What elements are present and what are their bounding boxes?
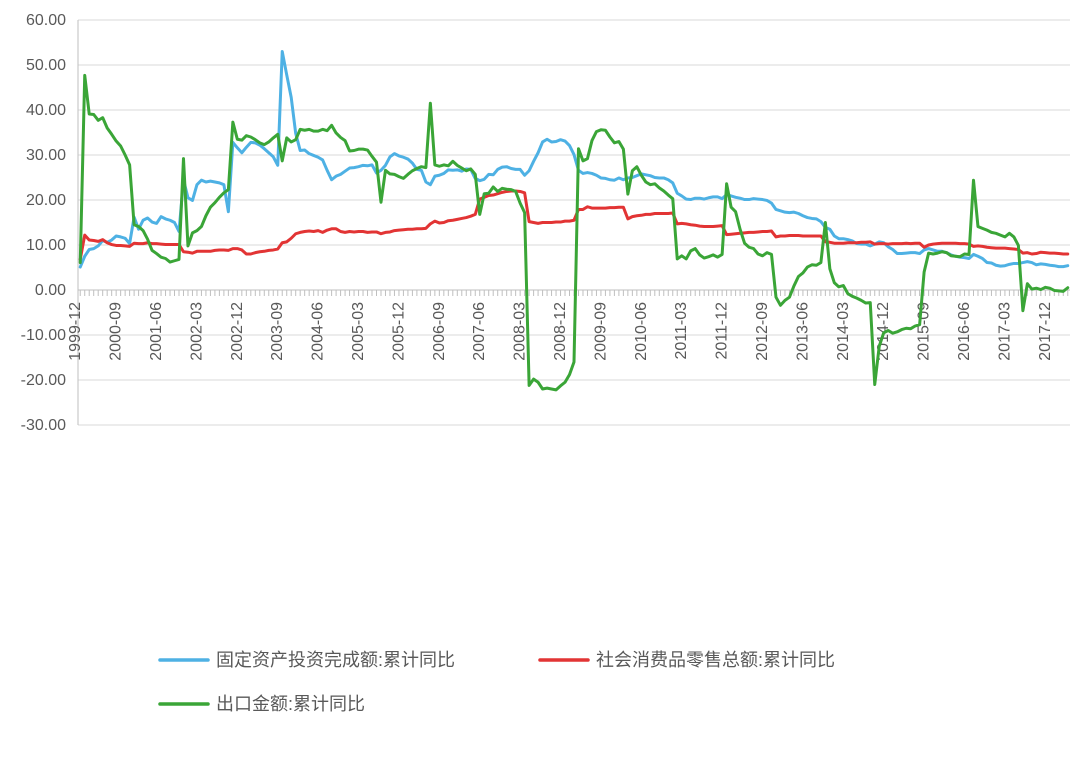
x-tick-label: 2008-12 bbox=[552, 302, 569, 361]
x-tick-label: 2015-09 bbox=[916, 302, 933, 361]
line-chart-svg: -30.00 -20.00 -10.00 0.00 10.00 20.00 30.00 40.… bbox=[0, 0, 1080, 759]
series-line-fixed_asset_investment bbox=[80, 52, 1068, 268]
legend-label: 固定资产投资完成额:累计同比 bbox=[216, 650, 455, 670]
x-tick-label: 2009-09 bbox=[592, 302, 609, 361]
line-chart-container: -30.00 -20.00 -10.00 0.00 10.00 20.00 30.00 40.… bbox=[0, 0, 1080, 759]
y-tick-label: -10.00 bbox=[21, 327, 66, 344]
x-tick-label: 2005-12 bbox=[390, 302, 407, 361]
x-tick-label: 2002-03 bbox=[188, 302, 205, 361]
x-tick-label: 2004-06 bbox=[310, 302, 327, 361]
x-tick-label: 2011-03 bbox=[673, 302, 690, 360]
x-tick-label: 2001-06 bbox=[148, 302, 165, 361]
x-tick-label: 2012-09 bbox=[754, 302, 771, 361]
x-tick-label: 2007-06 bbox=[471, 302, 488, 361]
y-tick-label: 0.00 bbox=[35, 282, 66, 299]
legend-label: 出口金额:累计同比 bbox=[216, 694, 365, 714]
x-tick-label: 2014-03 bbox=[835, 302, 852, 361]
y-tick-label: 40.00 bbox=[26, 102, 66, 119]
x-tick-label: 2013-06 bbox=[794, 302, 811, 361]
y-tick-label: 10.00 bbox=[26, 237, 66, 254]
x-tick-label: 2017-12 bbox=[1037, 302, 1054, 361]
x-tick-label: 2006-09 bbox=[431, 302, 448, 361]
y-tick-label: 60.00 bbox=[26, 12, 66, 29]
x-tick-label: 2002-12 bbox=[229, 302, 246, 361]
x-tick-label: 2016-06 bbox=[956, 302, 973, 361]
x-tick-label: 2000-09 bbox=[108, 302, 125, 361]
x-tick-label: 1999-12 bbox=[67, 302, 84, 361]
x-tick-label: 2003-09 bbox=[269, 302, 286, 361]
y-tick-label: -30.00 bbox=[21, 417, 66, 434]
x-tick-label: 2005-03 bbox=[350, 302, 367, 361]
x-tick-label: 2011-12 bbox=[714, 302, 731, 360]
x-tick-label: 2017-03 bbox=[996, 302, 1013, 361]
y-tick-label: 50.00 bbox=[26, 57, 66, 74]
y-tick-label: -20.00 bbox=[21, 372, 66, 389]
legend-label: 社会消费品零售总额:累计同比 bbox=[596, 650, 835, 670]
x-tick-label: 2010-06 bbox=[633, 302, 650, 361]
y-tick-label: 20.00 bbox=[26, 192, 66, 209]
y-tick-label: 30.00 bbox=[26, 147, 66, 164]
